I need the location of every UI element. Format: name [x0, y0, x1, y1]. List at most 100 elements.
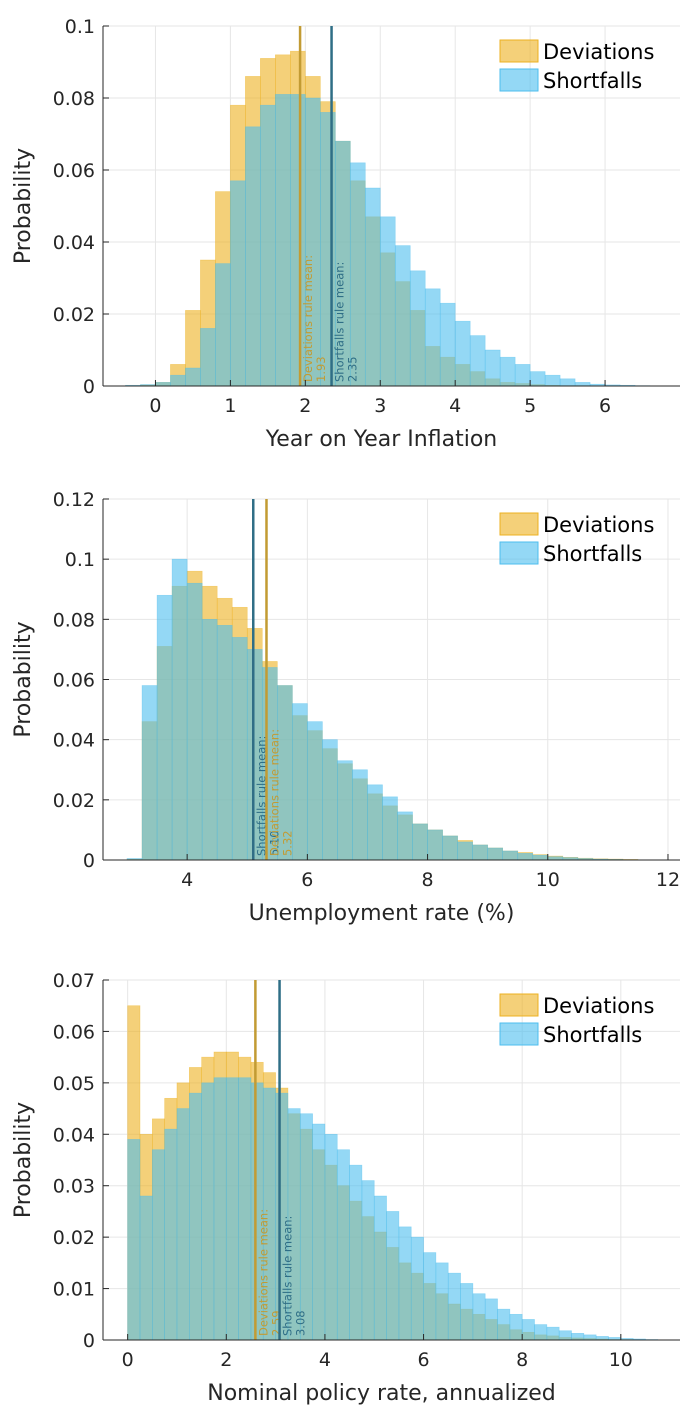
histogram-bar	[387, 1211, 399, 1340]
x-axis-label: Unemployment rate (%)	[249, 901, 515, 926]
histogram-bar	[498, 1309, 510, 1340]
x-tick-label: 4	[449, 395, 461, 417]
histogram-bar	[155, 382, 170, 386]
histogram-bar	[292, 704, 307, 860]
histogram-bar	[313, 1124, 325, 1340]
y-tick-label: 0.01	[53, 1279, 95, 1301]
histogram-bar	[413, 824, 428, 860]
x-tick-label: 4	[181, 869, 193, 891]
y-tick-label: 0.08	[53, 88, 95, 110]
histogram-bar	[232, 637, 247, 860]
histogram-bar	[530, 372, 545, 386]
y-axis-label: Probability	[11, 148, 36, 264]
histogram-bar	[545, 375, 560, 386]
mean-annotation: Deviations rule mean:	[267, 729, 281, 856]
histogram-bar	[350, 163, 365, 386]
x-tick-label: 6	[418, 1349, 430, 1371]
histogram-bar	[522, 1319, 534, 1340]
histogram-bar	[350, 1165, 362, 1340]
histogram-bar	[239, 1078, 251, 1340]
histogram-bar	[382, 797, 397, 860]
y-tick-label: 0.02	[53, 1227, 95, 1249]
legend-swatch	[500, 40, 538, 62]
histogram-bar	[172, 559, 187, 860]
histogram-bar	[515, 364, 530, 386]
legend-label: Shortfalls	[543, 1023, 642, 1047]
x-tick-label: 4	[319, 1349, 331, 1371]
histogram-bar	[367, 785, 382, 860]
x-tick-label: 8	[516, 1349, 528, 1371]
y-tick-label: 0	[83, 1330, 95, 1352]
histogram-bar	[440, 303, 455, 386]
mean-annotation: Shortfalls rule mean:	[281, 1216, 295, 1336]
histogram-bar	[596, 1336, 608, 1340]
y-tick-label: 0.03	[53, 1176, 95, 1198]
histogram-bar	[470, 336, 485, 386]
x-tick-label: 6	[599, 395, 611, 417]
histogram-bar	[425, 289, 440, 386]
x-tick-label: 2	[220, 1349, 232, 1371]
histogram-bar	[485, 1299, 497, 1340]
y-tick-label: 0.06	[53, 670, 95, 692]
histogram-bar	[448, 1273, 460, 1340]
histogram-bar	[187, 583, 202, 860]
y-tick-label: 0.04	[53, 1124, 95, 1146]
histogram-bar	[411, 1237, 423, 1340]
histogram-bar	[443, 836, 458, 860]
histogram-bar	[424, 1253, 436, 1340]
x-tick-label: 0	[149, 395, 161, 417]
histogram-bar	[189, 1093, 201, 1340]
histogram-bar	[485, 350, 500, 386]
histogram-bar	[436, 1263, 448, 1340]
histogram-bar	[337, 1150, 349, 1340]
histogram-bar	[165, 1129, 177, 1340]
histogram-bar	[245, 127, 260, 386]
mean-value-label: 5.32	[280, 830, 294, 856]
y-tick-label: 0.1	[65, 549, 95, 571]
histogram-bar	[584, 1335, 596, 1340]
histogram-bar	[410, 271, 425, 386]
y-axis-label: Probability	[11, 621, 36, 737]
legend-label: Deviations	[543, 513, 654, 537]
histogram-bar	[535, 1325, 547, 1340]
histogram-bar	[362, 1181, 374, 1340]
histogram-bar	[575, 382, 590, 386]
y-tick-label: 0.05	[53, 1073, 95, 1095]
histogram-bar	[152, 1150, 164, 1340]
y-tick-label: 0.04	[53, 730, 95, 752]
histogram-bar	[510, 1314, 522, 1340]
x-tick-label: 6	[301, 869, 313, 891]
histogram-bar	[128, 1139, 140, 1340]
histogram-bar	[559, 1331, 571, 1340]
y-tick-label: 0.04	[53, 232, 95, 254]
mean-annotation: Deviations rule mean:	[301, 255, 315, 382]
y-tick-label: 0.02	[53, 790, 95, 812]
mean-annotation: Deviations rule mean:	[256, 1209, 270, 1336]
histogram-bar	[217, 625, 232, 860]
histogram-bar	[226, 1078, 238, 1340]
histogram-bar	[399, 1227, 411, 1340]
histogram-bar	[215, 264, 230, 386]
mean-value-label: 1.93	[314, 356, 328, 382]
histogram-bar	[365, 188, 380, 386]
histogram-bar	[322, 740, 337, 860]
y-tick-label: 0.06	[53, 1021, 95, 1043]
y-tick-label: 0.07	[53, 970, 95, 992]
x-tick-label: 3	[374, 395, 386, 417]
histogram-bar	[275, 94, 290, 386]
y-tick-label: 0	[83, 850, 95, 872]
histogram-bar	[374, 1196, 386, 1340]
y-tick-label: 0.06	[53, 160, 95, 182]
histogram-bar	[202, 1083, 214, 1340]
histogram-bar	[142, 686, 157, 860]
x-tick-label: 2	[299, 395, 311, 417]
x-tick-label: 10	[536, 869, 560, 891]
histogram-bar	[503, 851, 518, 860]
histogram-bar	[547, 1327, 559, 1340]
histogram-bar	[325, 1134, 337, 1340]
histogram-bar	[533, 855, 548, 860]
legend-label: Shortfalls	[543, 542, 642, 566]
